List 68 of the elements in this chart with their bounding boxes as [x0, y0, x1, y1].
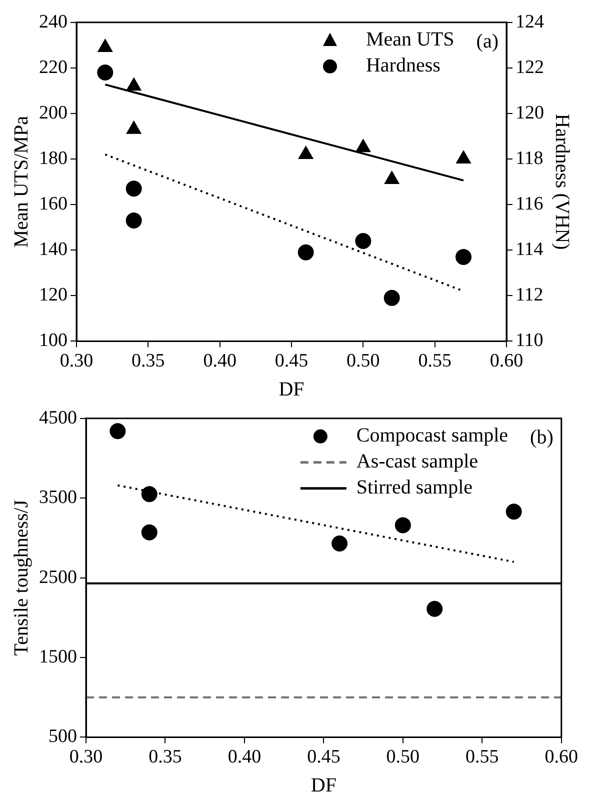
point	[332, 536, 348, 552]
point	[356, 140, 370, 152]
x-tick-label: 0.45	[274, 350, 308, 372]
y-tick-label: 160	[39, 194, 68, 215]
y2-tick-label: 118	[516, 148, 544, 170]
point	[97, 64, 114, 80]
y-tick-label: 500	[48, 726, 77, 748]
point	[298, 146, 313, 159]
x-tick-label: 0.40	[228, 746, 262, 768]
x-tick-label: 0.40	[203, 350, 236, 372]
x-tick-label: 0.55	[466, 746, 499, 768]
x-tick-label: 0.50	[346, 350, 380, 372]
point	[126, 121, 141, 134]
legend-label: As-cast sample	[356, 450, 478, 473]
point	[126, 180, 142, 197]
y2-axis-title: Hardness (VHN)	[550, 114, 573, 250]
y-tick-label: 120	[39, 284, 68, 306]
point	[394, 517, 411, 534]
x-tick-label: 0.60	[490, 350, 524, 372]
y2-tick-label: 116	[516, 194, 544, 215]
x-tick-label: 0.50	[386, 746, 420, 768]
point	[98, 39, 112, 52]
legend-label: Hardness	[366, 54, 441, 77]
y2-tick-label: 124	[516, 11, 544, 32]
legend-label: Mean UTS	[366, 28, 454, 51]
y2-tick-label: 114	[516, 239, 544, 260]
x-tick-label: 0.35	[148, 746, 182, 768]
y-tick-label: 1500	[39, 646, 77, 668]
x-tick-label: 0.55	[418, 350, 452, 372]
x-tick-label: 0.35	[132, 350, 165, 372]
point	[456, 248, 472, 265]
point	[506, 504, 522, 520]
y2-tick-label: 122	[516, 56, 544, 78]
y-tick-label: 140	[39, 239, 68, 260]
y-tick-label: 3500	[39, 487, 77, 508]
point	[110, 423, 126, 440]
legend-label: Compocast sample	[356, 424, 508, 447]
x-tick-label: 0.60	[544, 746, 578, 768]
y2-tick-label: 112	[516, 284, 544, 306]
y-tick-label: 2500	[39, 566, 77, 588]
point	[126, 212, 142, 229]
point	[384, 172, 399, 184]
x-tick-label: 0.45	[307, 746, 340, 768]
y2-tick-label: 110	[516, 330, 544, 352]
legend-label: Stirred sample	[356, 476, 473, 499]
point	[141, 524, 158, 540]
x-tick-label: 0.30	[60, 350, 94, 372]
y-tick-label: 100	[39, 330, 68, 352]
y-tick-label: 200	[39, 102, 68, 124]
y-tick-label: 180	[39, 148, 68, 170]
point	[298, 244, 314, 260]
x-tick-label: 0.30	[69, 746, 103, 768]
point	[126, 78, 141, 91]
x-axis-title: DF	[310, 774, 336, 796]
y-tick-label: 220	[39, 56, 68, 78]
x-axis-title: DF	[278, 378, 304, 400]
point	[355, 233, 372, 250]
point	[456, 151, 471, 164]
annotation: (b)	[530, 426, 554, 449]
y-axis-title: Tensile toughness/J	[10, 500, 32, 656]
point	[426, 600, 443, 617]
annotation: (a)	[476, 30, 498, 53]
y2-tick-label: 120	[516, 102, 544, 124]
y-axis-title: Mean UTS/MPa	[10, 116, 32, 248]
y-tick-label: 4500	[39, 407, 77, 428]
point	[384, 290, 400, 306]
point	[141, 486, 158, 502]
y-tick-label: 240	[39, 11, 68, 32]
